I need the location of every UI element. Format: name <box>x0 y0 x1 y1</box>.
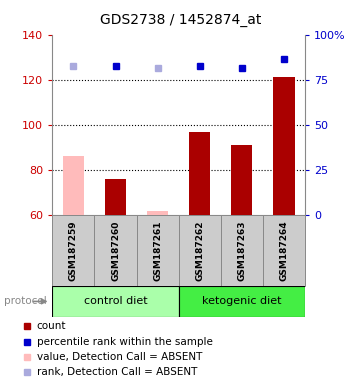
FancyBboxPatch shape <box>179 215 221 286</box>
FancyBboxPatch shape <box>52 215 95 286</box>
Text: GSM187263: GSM187263 <box>238 220 246 281</box>
FancyBboxPatch shape <box>221 215 263 286</box>
Text: count: count <box>37 321 66 331</box>
Text: percentile rank within the sample: percentile rank within the sample <box>37 337 213 347</box>
Text: value, Detection Call = ABSENT: value, Detection Call = ABSENT <box>37 352 202 362</box>
FancyBboxPatch shape <box>179 286 305 317</box>
Text: GSM187261: GSM187261 <box>153 220 162 281</box>
Bar <box>231 145 252 215</box>
Text: GSM187262: GSM187262 <box>195 220 204 281</box>
FancyBboxPatch shape <box>52 286 179 317</box>
Text: protocol: protocol <box>4 296 46 306</box>
FancyBboxPatch shape <box>136 215 179 286</box>
Text: GSM187264: GSM187264 <box>279 220 288 281</box>
Bar <box>147 210 168 215</box>
FancyBboxPatch shape <box>263 215 305 286</box>
Bar <box>274 78 295 215</box>
Text: ketogenic diet: ketogenic diet <box>202 296 282 306</box>
Bar <box>189 132 210 215</box>
Text: control diet: control diet <box>84 296 147 306</box>
Text: GDS2738 / 1452874_at: GDS2738 / 1452874_at <box>100 13 261 27</box>
Text: GSM187259: GSM187259 <box>69 220 78 281</box>
Text: GSM187260: GSM187260 <box>111 220 120 281</box>
Bar <box>63 156 84 215</box>
Text: rank, Detection Call = ABSENT: rank, Detection Call = ABSENT <box>37 367 197 377</box>
Bar <box>105 179 126 215</box>
FancyBboxPatch shape <box>95 215 136 286</box>
